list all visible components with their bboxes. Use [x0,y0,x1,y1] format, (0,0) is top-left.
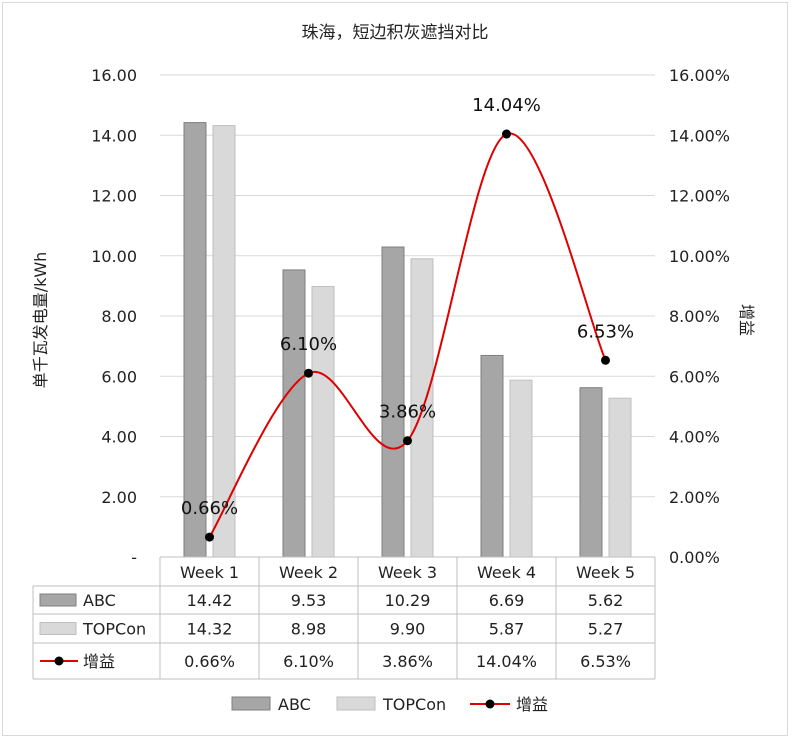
bar-topcon [608,397,632,558]
table-cell: 10.29 [385,591,431,610]
table-cell: 9.90 [390,620,426,639]
table-cell: 0.66% [184,652,235,671]
bar-abc [480,354,504,558]
bar-abc [282,269,306,558]
y-tick-label: 2.00 [101,488,137,507]
table-cell: 14.32 [187,620,233,639]
bar-abc [579,387,603,558]
y-tick-label: 14.00 [91,126,137,145]
y2-axis-label: 增益 [737,304,756,336]
legend-key-abc [231,696,271,711]
y-tick-label: - [131,548,137,567]
table-cell: 14.04% [476,652,537,671]
gain-point [601,355,610,365]
x-category-label: Week 1 [180,563,239,582]
x-category-label: Week 3 [378,563,437,582]
table-cell: 6.69 [489,591,525,610]
y-tick-label: 8.00 [101,307,137,326]
gain-data-label: 6.10% [280,334,337,355]
y-tick-label: 4.00 [101,428,137,447]
bar-topcon [509,379,533,558]
y2-tick-label: 2.00% [669,488,720,507]
table-key-abc [39,593,77,607]
y-tick-label: 10.00 [91,247,137,266]
legend-key-gain-marker [485,699,495,709]
gain-data-label: 6.53% [577,321,634,342]
y2-tick-label: 0.00% [669,548,720,567]
y2-tick-label: 12.00% [669,187,730,206]
gain-point [502,129,511,139]
x-category-label: Week 2 [279,563,338,582]
y2-tick-label: 4.00% [669,428,720,447]
gain-point [304,368,313,378]
table-cell: 6.53% [580,652,631,671]
data-table: Week 1 Week 2 Week 3 Week 4 Week 5 ABC 14.42 9.… [32,556,656,680]
y-tick-label: 16.00 [91,66,137,85]
gain-data-label: 0.66% [181,498,238,519]
y-axis-label: 单千瓦发电量/kWh [31,252,50,389]
x-category-label: Week 4 [477,563,536,582]
table-cell: 8.98 [291,620,327,639]
table-key-gain-marker [54,656,64,666]
table-key-topcon [39,622,77,635]
axis-ticks: - 0.00% 2.00 2.00% 4.00 4.00% 6.00 6.00% 8.00 8.0… [91,66,730,567]
table-series-name: ABC [83,591,116,610]
legend: ABC TOPCon 增益 [231,695,548,714]
x-category-label: Week 5 [576,563,635,582]
chart-title: 珠海，短边积灰遮挡对比 [302,23,489,43]
bar-topcon [311,285,335,558]
chart-frame [2,2,788,736]
y2-tick-label: 6.00% [669,367,720,386]
y-tick-label: 12.00 [91,187,137,206]
gain-data-label: 14.04% [472,95,541,116]
y2-tick-label: 16.00% [669,66,730,85]
gridlines [160,74,655,498]
bars [183,122,632,558]
table-cell: 6.10% [283,652,334,671]
table-cell: 5.27 [588,620,624,639]
y-tick-label: 6.00 [101,367,137,386]
legend-label: 增益 [516,695,548,714]
bar-abc [183,122,207,558]
table-series-name: TOPCon [82,620,146,639]
table-cell: 14.42 [187,591,233,610]
gain-point [205,532,214,542]
table-cell: 9.53 [291,591,327,610]
table-cell: 3.86% [382,652,433,671]
gain-data-label: 3.86% [379,402,436,423]
legend-key-topcon [336,696,376,711]
table-series-name: 增益 [83,652,115,671]
y2-tick-label: 8.00% [669,307,720,326]
y2-tick-label: 10.00% [669,247,730,266]
legend-label: TOPCon [382,695,446,714]
y2-tick-label: 14.00% [669,126,730,145]
legend-label: ABC [278,695,311,714]
table-cell: 5.87 [489,620,525,639]
gain-line: 0.66% 6.10% 3.86% 14.04% 6.53% [181,95,634,542]
table-cell: 5.62 [588,591,624,610]
gain-line-path [208,132,607,538]
gain-point [403,436,412,446]
